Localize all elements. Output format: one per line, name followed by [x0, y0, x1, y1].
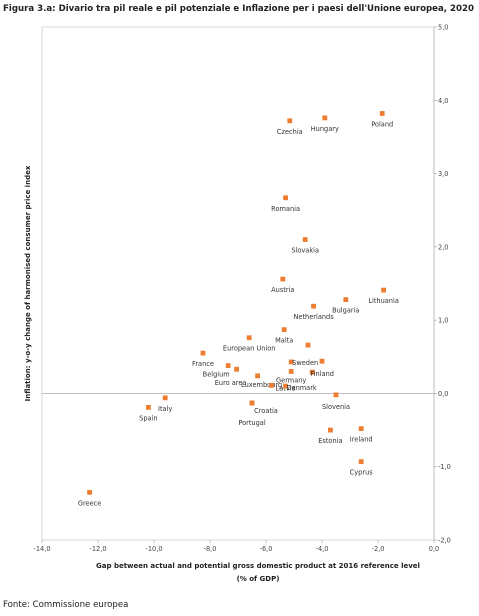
data-point: [319, 358, 325, 364]
point-label: Slovenia: [322, 403, 350, 411]
data-point: [311, 303, 316, 309]
data-point: [288, 359, 294, 365]
data-point: [287, 118, 293, 124]
x-tick-label: -10,0: [145, 545, 162, 553]
data-point: [283, 195, 288, 201]
y-tick-label: -1,0: [438, 463, 451, 471]
point-label: Hungary: [311, 125, 339, 133]
point-label: Cyprus: [350, 469, 374, 477]
data-point: [146, 404, 151, 410]
data-point: [302, 237, 308, 242]
data-point: [249, 400, 255, 406]
data-point: [162, 395, 168, 401]
y-axis-title: Inflation: y-o-y change of harmonised co…: [24, 165, 32, 401]
data-point: [255, 373, 260, 379]
data-point: [358, 426, 364, 432]
x-tick-label: -4,0: [316, 545, 329, 553]
x-axis-title: Gap between actual and potential gross d…: [96, 562, 420, 570]
data-point: [225, 363, 231, 368]
point-label: Ireland: [350, 436, 373, 444]
y-tick-label: 0,0: [438, 390, 449, 398]
data-point: [379, 111, 385, 116]
point-label: Malta: [275, 337, 293, 345]
point-label: Slovakia: [291, 247, 319, 255]
point-label: Portugal: [238, 419, 265, 427]
point-label: Greece: [78, 499, 101, 507]
data-point: [87, 489, 92, 495]
data-point: [309, 369, 315, 375]
point-label: Netherlands: [293, 313, 334, 321]
x-tick-label: -6,0: [260, 545, 273, 553]
data-point: [280, 276, 286, 282]
data-point: [288, 369, 294, 374]
point-label: Romania: [271, 205, 300, 213]
x-tick-label: -14,0: [33, 545, 50, 553]
x-tick-label: -12,0: [89, 545, 106, 553]
y-tick-label: 4,0: [438, 97, 449, 105]
data-point: [283, 383, 288, 389]
y-tick-label: 3,0: [438, 170, 449, 178]
point-label: Sweden: [292, 359, 318, 367]
x-tick-label: -2,0: [372, 545, 385, 553]
data-point: [200, 350, 206, 356]
point-label: Poland: [371, 120, 393, 128]
point-label: European Union: [223, 345, 276, 353]
point-label: Lithuania: [368, 297, 399, 305]
x-tick-label: -8,0: [204, 545, 217, 553]
point-label: Luxembourg: [241, 381, 282, 389]
x-tick-label: 0,0: [429, 545, 440, 553]
y-tick-label: 5,0: [438, 24, 449, 32]
data-point: [281, 327, 287, 333]
point-label: Germany: [276, 376, 306, 384]
point-label: Euro area: [215, 379, 247, 387]
data-point: [269, 382, 274, 388]
y-tick-label: -2,0: [438, 537, 451, 545]
point-label: Denmark: [286, 384, 316, 392]
point-label: Belgium: [203, 371, 230, 379]
figure-title: Figura 3.a: Divario tra pil reale e pil …: [3, 4, 474, 14]
source-note: Fonte: Commissione europea: [3, 600, 129, 610]
data-point: [343, 297, 349, 303]
plot-frame: [41, 26, 435, 541]
point-label: Estonia: [318, 437, 342, 445]
y-tick-label: 1,0: [438, 317, 449, 325]
data-point: [234, 366, 239, 372]
x-axis-unit: (% of GDP): [237, 575, 280, 583]
point-label: Finland: [310, 370, 334, 378]
point-label: Czechia: [277, 128, 303, 136]
data-point: [322, 115, 328, 121]
point-label: Spain: [139, 414, 157, 422]
data-point: [246, 335, 252, 341]
data-point: [381, 287, 386, 293]
data-point: [305, 342, 311, 348]
point-label: France: [192, 360, 214, 368]
point-label: Croatia: [254, 407, 278, 415]
data-point: [358, 459, 364, 464]
data-point: [333, 392, 339, 398]
point-label: Italy: [158, 405, 172, 413]
point-label: Bulgaria: [332, 307, 359, 315]
point-label: Austria: [271, 286, 294, 294]
data-point: [328, 427, 333, 433]
y-tick-label: 2,0: [438, 243, 449, 251]
